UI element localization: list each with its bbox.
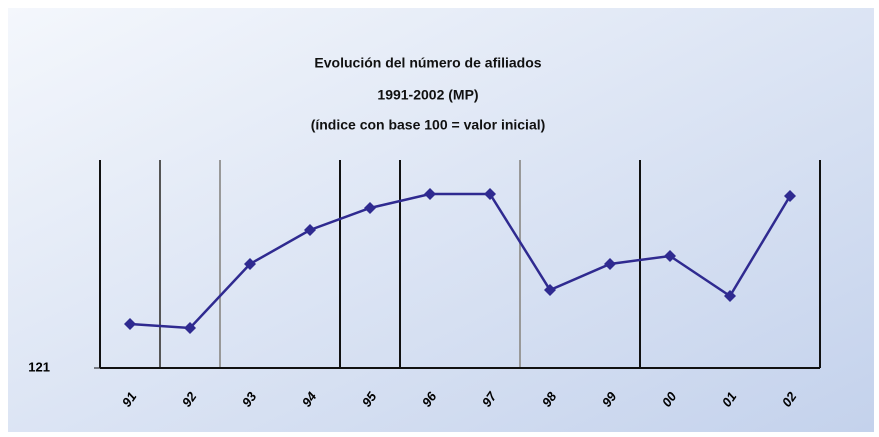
- x-tick-label: 91: [119, 389, 140, 409]
- marker: [124, 318, 136, 330]
- chart-title: Evolución del número de afiliados: [314, 55, 541, 71]
- marker: [184, 322, 196, 334]
- marker: [304, 224, 316, 236]
- marker: [664, 250, 676, 262]
- marker: [244, 258, 256, 270]
- marker: [544, 284, 556, 296]
- chart-panel: [8, 8, 874, 432]
- marker: [424, 188, 436, 200]
- marker: [364, 202, 376, 214]
- marker: [484, 188, 496, 200]
- line: [129, 192, 792, 330]
- marker: [784, 190, 796, 202]
- marker: [724, 290, 736, 302]
- marker: [604, 258, 616, 270]
- chart-title: (índice con base 100 = valor inicial): [311, 117, 546, 133]
- y-tick-label: 121: [28, 359, 50, 374]
- x-tick-label: 01: [719, 389, 740, 409]
- chart-title: 1991-2002 (MP): [377, 87, 478, 103]
